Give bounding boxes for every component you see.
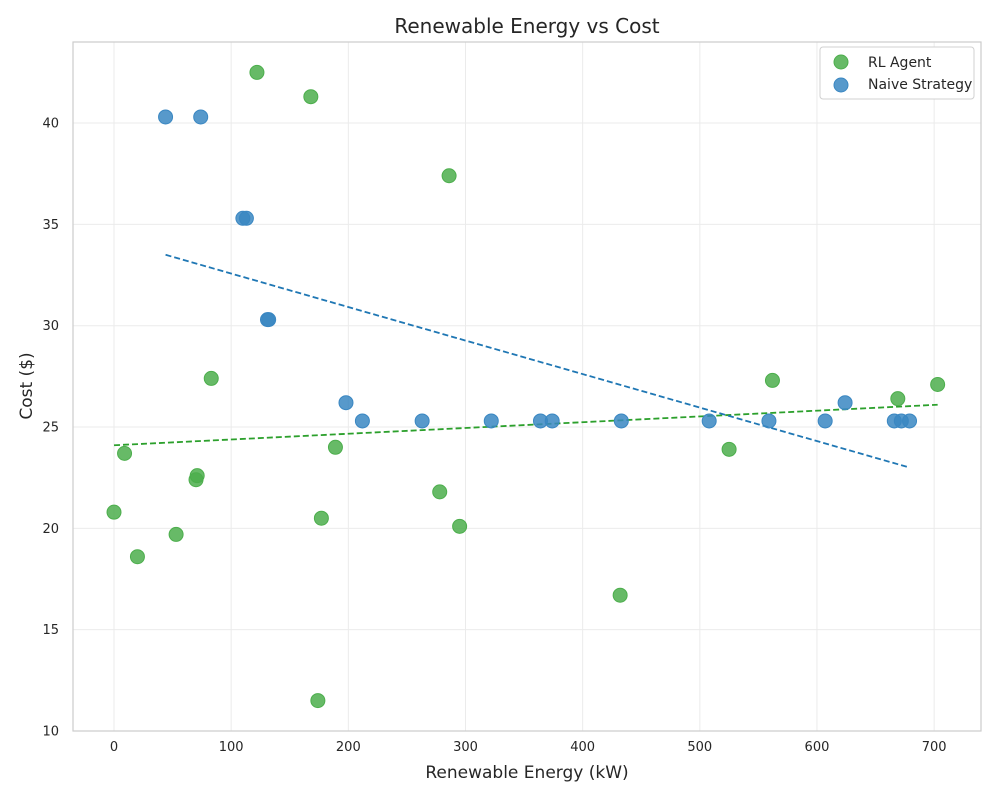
- legend-marker-rl-agent: [833, 54, 849, 70]
- chart-title: Renewable Energy vs Cost: [394, 14, 659, 38]
- x-tick-label: 400: [570, 740, 595, 755]
- data-point-rl-agent: [303, 89, 319, 105]
- data-point-rl-agent: [327, 439, 343, 455]
- data-point-naive-strategy: [238, 210, 254, 226]
- x-tick-label: 500: [687, 740, 712, 755]
- data-point-naive-strategy: [613, 413, 629, 429]
- data-point-rl-agent: [890, 391, 906, 407]
- data-point-rl-agent: [129, 549, 145, 565]
- data-point-naive-strategy: [544, 413, 560, 429]
- data-point-rl-agent: [203, 370, 219, 386]
- legend-marker-naive-strategy: [833, 77, 849, 93]
- legend-box: [819, 46, 975, 100]
- legend: RL Agent Naive Strategy: [819, 46, 975, 100]
- data-point-naive-strategy: [193, 109, 209, 125]
- trend-lines: [113, 253, 938, 469]
- y-axis-label: Cost ($): [17, 352, 37, 419]
- data-point-rl-agent: [106, 504, 122, 520]
- data-point-naive-strategy: [902, 413, 918, 429]
- data-point-naive-strategy: [354, 413, 370, 429]
- y-tick-label: 15: [42, 623, 59, 638]
- x-tick-label: 0: [110, 740, 118, 755]
- data-point-rl-agent: [117, 445, 133, 461]
- data-point-rl-agent: [441, 168, 457, 184]
- x-tick-labels: 0 100 200 300 400 500 600 700: [110, 740, 947, 755]
- legend-label-rl-agent: RL Agent: [868, 55, 932, 71]
- x-tick-label: 100: [219, 740, 244, 755]
- x-tick-label: 300: [453, 740, 478, 755]
- data-point-rl-agent: [452, 518, 468, 534]
- data-point-naive-strategy: [837, 395, 853, 411]
- data-point-naive-strategy: [414, 413, 430, 429]
- data-point-naive-strategy: [261, 312, 277, 328]
- x-axis-label: Renewable Energy (kW): [425, 763, 628, 783]
- y-tick-labels: 10 15 20 25 30 35 40: [42, 117, 59, 740]
- data-point-rl-agent: [189, 468, 205, 484]
- data-point-rl-agent: [310, 693, 326, 709]
- data-point-naive-strategy: [483, 413, 499, 429]
- data-point-naive-strategy: [817, 413, 833, 429]
- y-tick-label: 30: [42, 319, 59, 334]
- data-point-rl-agent: [930, 376, 946, 392]
- trend-line-rl-agent: [113, 403, 938, 447]
- data-point-rl-agent: [721, 441, 737, 457]
- data-point-naive-strategy: [158, 109, 174, 125]
- y-tick-label: 40: [42, 117, 59, 132]
- data-point-naive-strategy: [701, 413, 717, 429]
- plot-frame: [72, 41, 982, 732]
- data-points: [106, 64, 946, 709]
- y-tick-label: 20: [42, 522, 59, 537]
- legend-label-naive-strategy: Naive Strategy: [868, 77, 972, 93]
- x-tick-label: 600: [805, 740, 830, 755]
- data-point-rl-agent: [612, 587, 628, 603]
- y-tick-label: 25: [42, 421, 59, 436]
- x-tick-label: 700: [922, 740, 947, 755]
- grid: [73, 42, 981, 732]
- data-point-rl-agent: [249, 64, 265, 80]
- y-tick-label: 35: [42, 218, 59, 233]
- data-point-naive-strategy: [338, 395, 354, 411]
- data-point-rl-agent: [313, 510, 329, 526]
- x-tick-label: 200: [336, 740, 361, 755]
- data-point-rl-agent: [764, 372, 780, 388]
- data-point-rl-agent: [432, 484, 448, 500]
- data-point-naive-strategy: [761, 413, 777, 429]
- trend-line-naive-strategy: [165, 253, 910, 469]
- data-point-rl-agent: [168, 526, 184, 542]
- y-tick-label: 10: [42, 725, 59, 740]
